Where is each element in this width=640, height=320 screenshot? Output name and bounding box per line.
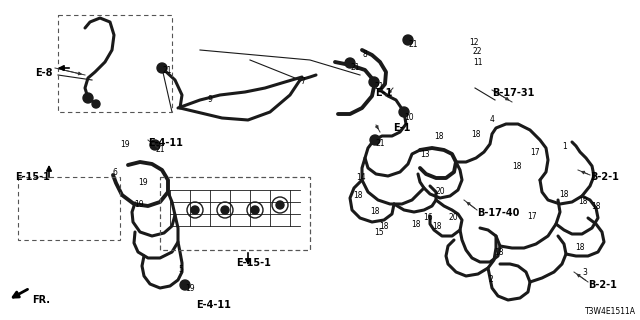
Text: 21: 21 xyxy=(408,40,417,49)
Text: E-4-11: E-4-11 xyxy=(148,138,183,148)
Text: 18: 18 xyxy=(512,162,522,171)
Text: 17: 17 xyxy=(527,212,536,221)
Circle shape xyxy=(251,206,259,214)
Text: E-15-1: E-15-1 xyxy=(15,172,50,182)
Text: 18: 18 xyxy=(578,197,588,206)
Circle shape xyxy=(83,93,93,103)
Text: 20: 20 xyxy=(448,213,458,222)
Text: 6: 6 xyxy=(112,168,117,177)
Text: B-17-31: B-17-31 xyxy=(492,88,534,98)
Circle shape xyxy=(180,280,190,290)
Text: 3: 3 xyxy=(582,268,587,277)
Text: E-1: E-1 xyxy=(375,88,392,98)
Text: B-17-40: B-17-40 xyxy=(477,208,520,218)
Text: 19: 19 xyxy=(185,284,195,293)
Text: 21: 21 xyxy=(375,139,385,148)
Circle shape xyxy=(345,58,355,68)
Text: 18: 18 xyxy=(411,220,420,229)
Circle shape xyxy=(157,63,167,73)
Bar xyxy=(18,177,120,240)
Bar xyxy=(160,177,310,250)
Text: 21: 21 xyxy=(162,66,172,75)
Text: E-8: E-8 xyxy=(35,68,52,78)
Text: 18: 18 xyxy=(434,132,444,141)
Text: 18: 18 xyxy=(432,222,442,231)
Text: 18: 18 xyxy=(559,190,568,199)
Text: FR.: FR. xyxy=(32,295,50,305)
Text: 19: 19 xyxy=(120,140,130,149)
Text: 18: 18 xyxy=(370,207,380,216)
Circle shape xyxy=(92,100,100,108)
Text: 18: 18 xyxy=(379,222,388,231)
Text: B-2-1: B-2-1 xyxy=(588,280,617,290)
Text: 18: 18 xyxy=(353,191,362,200)
Text: 19: 19 xyxy=(138,178,148,187)
Circle shape xyxy=(370,135,380,145)
Text: 17: 17 xyxy=(530,148,540,157)
Text: 7: 7 xyxy=(300,77,305,86)
Text: T3W4E1511A: T3W4E1511A xyxy=(585,307,636,316)
Text: 1: 1 xyxy=(562,142,567,151)
Text: 18: 18 xyxy=(494,248,504,257)
Circle shape xyxy=(369,77,379,87)
Circle shape xyxy=(150,140,160,150)
Text: 2: 2 xyxy=(488,275,493,284)
Text: 20: 20 xyxy=(435,187,445,196)
Circle shape xyxy=(221,206,229,214)
Text: E-4-11: E-4-11 xyxy=(196,300,231,310)
Text: 19: 19 xyxy=(134,200,143,209)
Text: 13: 13 xyxy=(420,150,429,159)
Text: 18: 18 xyxy=(575,243,584,252)
Text: 21: 21 xyxy=(155,145,164,154)
Bar xyxy=(58,15,172,112)
Text: 22: 22 xyxy=(472,47,481,56)
Circle shape xyxy=(399,107,409,117)
Text: E-1: E-1 xyxy=(393,123,410,133)
Text: 18: 18 xyxy=(471,130,481,139)
Text: 16: 16 xyxy=(423,213,433,222)
Text: 21: 21 xyxy=(350,63,360,72)
Bar xyxy=(160,177,310,250)
Text: 15: 15 xyxy=(374,228,383,237)
Text: 8: 8 xyxy=(362,50,367,59)
Text: 11: 11 xyxy=(473,58,483,67)
Text: 9: 9 xyxy=(207,95,212,104)
Text: 18: 18 xyxy=(591,202,600,211)
Text: 4: 4 xyxy=(490,115,495,124)
Text: 10: 10 xyxy=(404,113,413,122)
Text: 12: 12 xyxy=(469,38,479,47)
Circle shape xyxy=(403,35,413,45)
Text: 5: 5 xyxy=(178,265,183,274)
Text: B-2-1: B-2-1 xyxy=(590,172,619,182)
Text: 14: 14 xyxy=(356,173,365,182)
Circle shape xyxy=(191,206,199,214)
Circle shape xyxy=(276,201,284,209)
Text: E-15-1: E-15-1 xyxy=(236,258,271,268)
Text: 21: 21 xyxy=(374,82,383,91)
